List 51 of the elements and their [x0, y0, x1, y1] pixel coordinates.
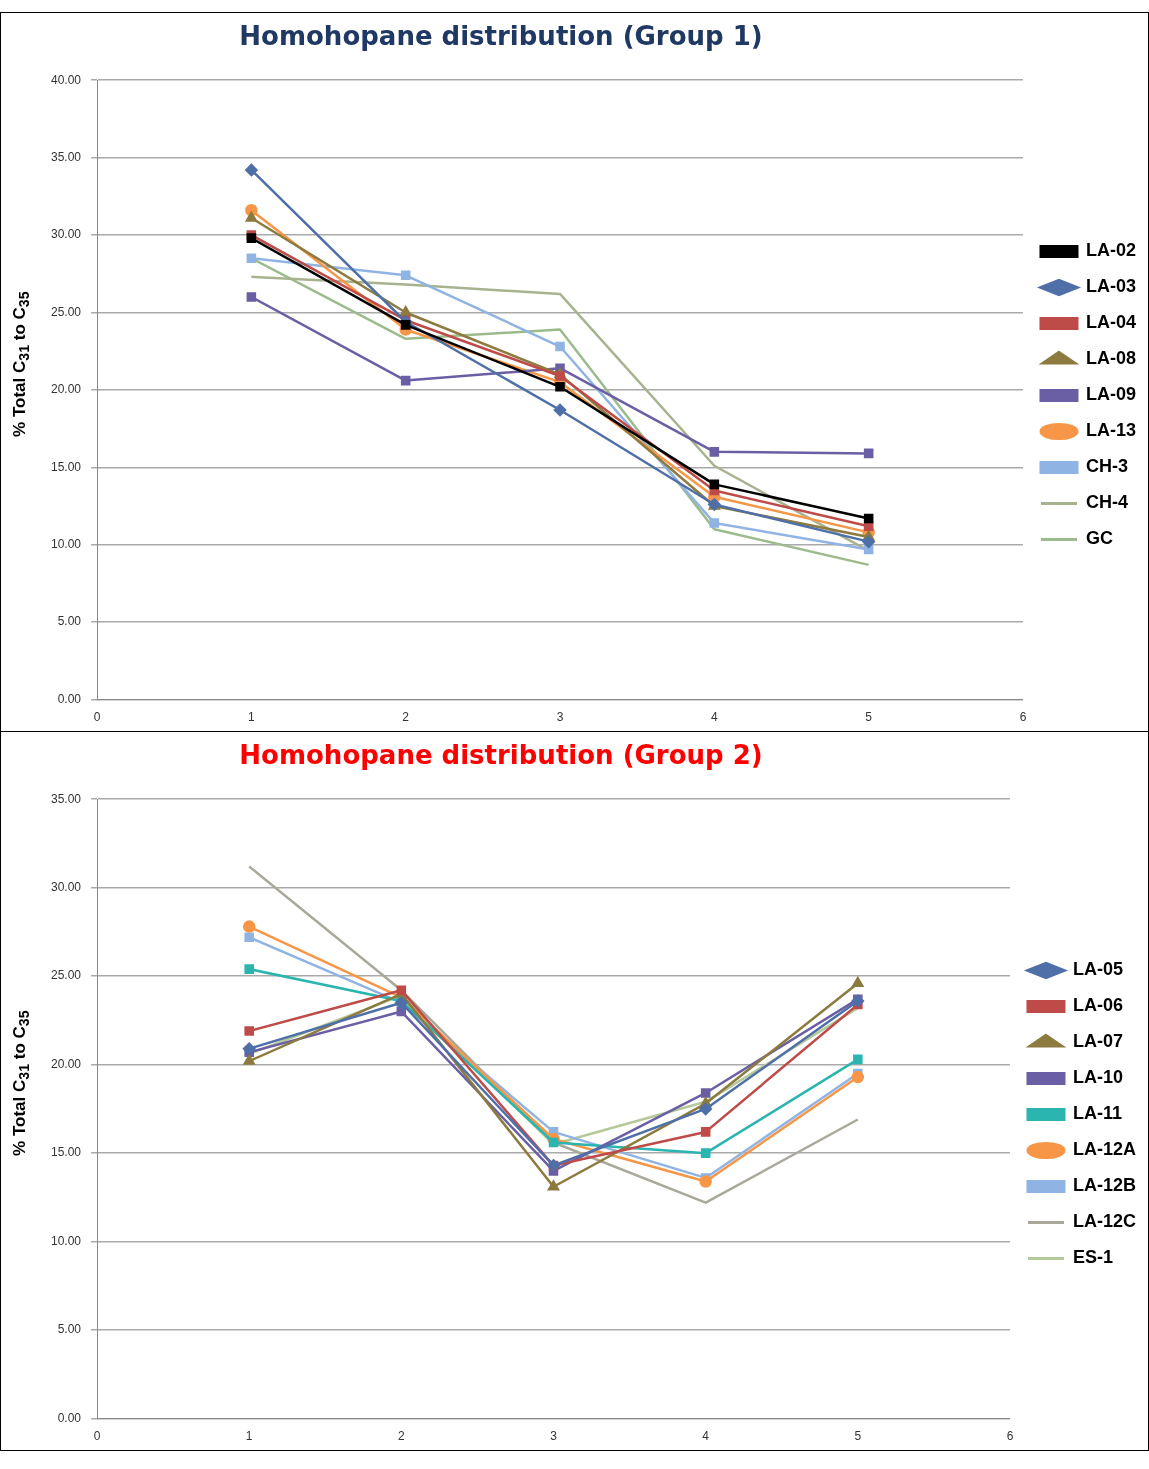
x-tick-label: 0 [93, 710, 101, 725]
y-tick-label: 20.00 [51, 1056, 82, 1071]
y-tick-label: 0.00 [57, 691, 82, 706]
legend-label: LA-04 [1085, 312, 1137, 333]
y-tick-label: 5.00 [57, 614, 82, 629]
legend-label: LA-12B [1072, 1175, 1137, 1196]
y-tick-label: 30.00 [51, 227, 82, 242]
legend-label: LA-06 [1072, 995, 1124, 1016]
y-tick-label: 40.00 [51, 72, 82, 87]
legend-label: LA-05 [1072, 959, 1124, 980]
legend-label: LA-02 [1085, 240, 1137, 261]
legend-label: LA-08 [1085, 348, 1137, 369]
legend-label: LA-10 [1072, 1067, 1124, 1088]
legend-label: ES-1 [1072, 1247, 1114, 1268]
legend-label: LA-09 [1085, 384, 1137, 405]
y-tick-label: 35.00 [51, 149, 82, 164]
legend-label: CH-4 [1085, 492, 1129, 513]
y-tick-label: 0.00 [57, 1410, 82, 1425]
y-tick-label: 10.00 [51, 537, 82, 552]
x-tick-label: 6 [1019, 710, 1027, 725]
legend-label: LA-12A [1072, 1139, 1137, 1160]
chart-title: Homohopane distribution (Group 1) [238, 21, 764, 51]
x-tick-label: 4 [702, 1429, 710, 1444]
legend-label: LA-03 [1085, 276, 1137, 297]
chart-title: Homohopane distribution (Group 2) [238, 740, 764, 770]
x-tick-label: 4 [710, 710, 718, 725]
y-tick-label: 15.00 [51, 1145, 82, 1160]
x-tick-label: 2 [398, 1429, 406, 1444]
legend-label: CH-3 [1085, 456, 1129, 477]
y-tick-label: 15.00 [51, 459, 82, 474]
x-tick-label: 2 [402, 710, 410, 725]
x-tick-label: 3 [556, 710, 564, 725]
legend-label: LA-07 [1072, 1031, 1124, 1052]
legend-label: GC [1085, 528, 1113, 549]
y-tick-label: 25.00 [51, 968, 82, 983]
legend-label: LA-13 [1085, 420, 1137, 441]
y-tick-label: 25.00 [51, 304, 82, 319]
x-tick-label: 5 [854, 1429, 862, 1444]
x-tick-label: 1 [245, 1429, 253, 1444]
legend-label: LA-12C [1072, 1211, 1137, 1232]
x-tick-label: 3 [550, 1429, 558, 1444]
y-tick-label: 30.00 [51, 880, 82, 894]
y-tick-label: 10.00 [51, 1233, 82, 1248]
x-tick-label: 6 [1006, 1429, 1014, 1444]
y-tick-label: 35.00 [51, 791, 82, 806]
x-tick-label: 5 [865, 710, 873, 725]
y-tick-label: 5.00 [57, 1322, 82, 1337]
legend-label: LA-11 [1072, 1103, 1123, 1124]
x-tick-label: 0 [93, 1429, 101, 1444]
x-tick-label: 1 [248, 710, 256, 725]
y-tick-label: 20.00 [51, 382, 82, 397]
